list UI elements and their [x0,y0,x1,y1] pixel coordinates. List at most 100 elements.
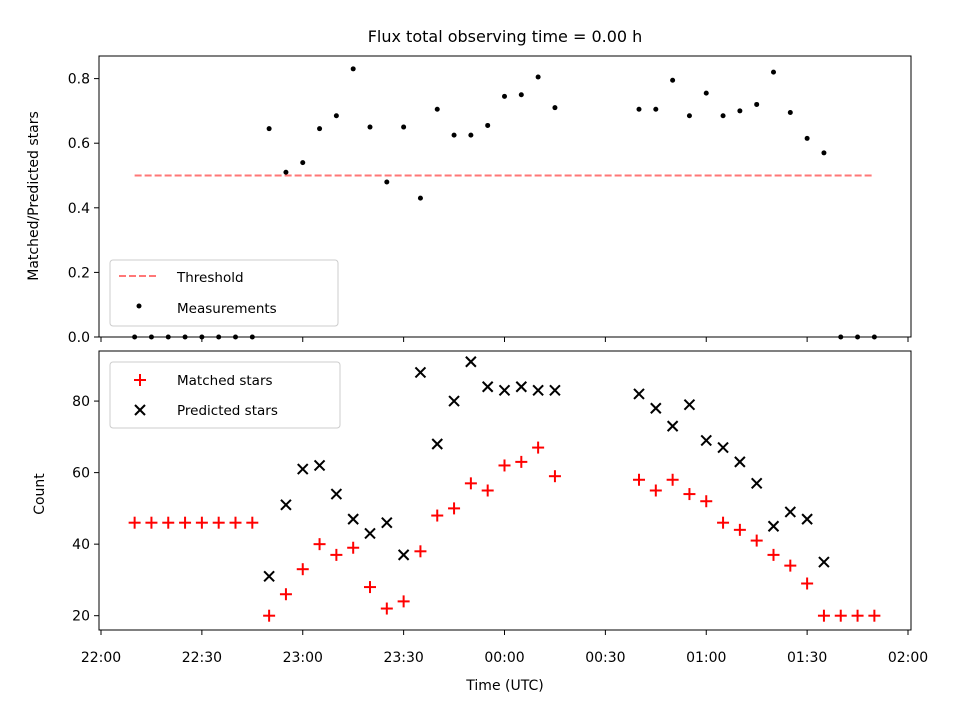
matched-star-point [801,577,814,590]
predicted-star-point [465,356,477,368]
matched-star-point [195,516,208,529]
predicted-star-point [532,384,544,397]
measurement-point [451,132,457,138]
top-y-tick-label: 0.2 [68,265,90,281]
bottom-y-axis-label: Count [32,473,48,515]
predicted-star-point [330,488,343,500]
measurement-point [771,69,776,75]
predicted-star-point [801,513,813,525]
matched-star-point [717,516,730,529]
measurement-point [686,113,692,119]
measurement-point [417,195,423,201]
threshold-legend-label: Threshold [176,270,244,286]
measurement-point [182,334,188,340]
measurement-point [333,113,339,119]
predicted-legend-label: Predicted stars [177,403,278,419]
predicted-star-point [397,549,410,561]
predicted-star-point [448,395,460,407]
bottom-data-marks [128,356,881,622]
matched-star-point [532,441,545,454]
measurement-point [132,334,138,340]
matched-star-point [700,495,713,508]
matched-star-point [431,509,444,522]
top-y-axis-label: Matched/Predicted stars [26,111,42,281]
matched-star-point [364,581,376,594]
predicted-star-point [280,499,292,511]
predicted-star-point [666,420,679,432]
matched-star-point [330,548,343,561]
matched-star-point [179,516,192,529]
matched-star-point [750,534,763,547]
measurement-point [384,179,390,185]
bottom-y-ticks: 20 40 60 80 [72,394,99,625]
matched-star-point [246,516,259,529]
matched-star-point [128,516,141,529]
top-y-tick-label: 0.0 [68,330,90,346]
measurement-point [821,150,827,156]
matched-star-point [633,473,645,486]
matched-star-point [464,477,477,490]
x-tick-label: 02:00 [888,650,928,666]
bottom-y-tick-label: 40 [72,537,90,553]
matched-star-point [279,588,292,601]
measurement-point [216,334,222,340]
x-tick-label: 23:30 [383,650,423,666]
predicted-star-point [347,513,359,525]
measurement-point [720,113,726,119]
matched-star-point [313,538,326,551]
matched-star-point [498,459,511,472]
matched-star-point [380,602,393,615]
matched-star-point [548,470,561,483]
predicted-star-point [498,384,511,397]
measurement-point [165,334,171,340]
matched-star-point [212,516,225,529]
measurement-point [485,122,491,128]
measurement-point [552,105,558,111]
predicted-star-point [297,463,309,475]
predicted-star-point [313,459,326,472]
measurement-point [401,124,407,130]
matched-star-point [834,609,847,622]
matched-star-point [229,516,242,529]
measurement-point [317,126,323,132]
x-tick-label: 00:00 [484,650,524,666]
bottom-y-tick-label: 20 [72,609,90,625]
measurement-point [838,334,844,340]
matched-star-point [784,559,797,572]
top-data-marks [132,66,877,340]
matched-star-point [649,484,662,497]
measurement-point [535,74,541,80]
predicted-star-point [818,556,830,568]
measurement-point [653,106,659,112]
predicted-star-point [683,398,696,411]
predicted-star-point [431,438,443,450]
measurement-point [636,106,642,112]
measurements-legend-swatch [136,303,142,309]
matched-star-point [481,484,494,497]
measurement-point [283,169,289,175]
matched-star-point [868,609,881,622]
measurement-point [300,160,306,166]
predicted-star-point [263,570,275,583]
measurement-point [468,132,474,138]
predicted-star-point [549,384,561,397]
measurement-point [518,92,524,98]
measurement-point [434,106,440,112]
bottom-y-tick-label: 80 [72,394,90,410]
chart-title: Flux total observing time = 0.00 h [368,27,643,46]
top-y-tick-label: 0.6 [68,136,90,152]
predicted-star-point [414,366,427,379]
measurement-point [670,77,676,83]
measurement-point [367,124,373,130]
predicted-star-point [633,388,645,400]
matched-star-point [733,523,746,536]
matched-star-point [515,455,528,468]
predicted-star-point [700,434,712,447]
matched-star-point [162,516,175,529]
predicted-star-point [481,381,494,393]
x-tick-label: 22:30 [182,650,222,666]
measurement-point [502,93,507,99]
measurement-point [350,66,356,72]
bottom-legend: Matched stars Predicted stars [109,361,341,429]
